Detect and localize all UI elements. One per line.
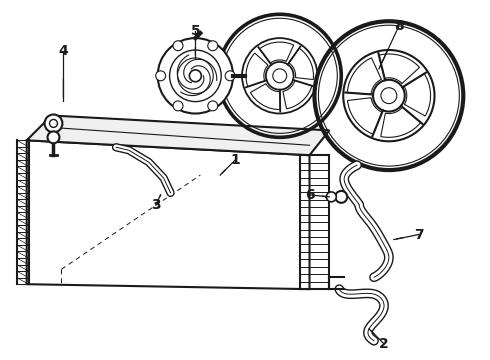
- Circle shape: [335, 191, 347, 203]
- Circle shape: [156, 71, 166, 81]
- Circle shape: [208, 101, 218, 111]
- Circle shape: [266, 62, 294, 90]
- Circle shape: [158, 38, 233, 113]
- Circle shape: [225, 71, 235, 81]
- Text: 5: 5: [191, 24, 200, 38]
- Circle shape: [173, 101, 183, 111]
- Text: 8: 8: [394, 19, 404, 33]
- Text: 1: 1: [230, 153, 240, 167]
- Circle shape: [45, 114, 62, 132]
- Polygon shape: [26, 116, 329, 155]
- Circle shape: [381, 88, 397, 104]
- Circle shape: [48, 131, 59, 143]
- Circle shape: [49, 120, 57, 127]
- Circle shape: [173, 41, 183, 51]
- Circle shape: [326, 192, 336, 202]
- Text: 7: 7: [414, 228, 423, 242]
- Circle shape: [190, 70, 201, 82]
- Text: 4: 4: [58, 44, 68, 58]
- Circle shape: [373, 80, 405, 112]
- Text: 6: 6: [305, 188, 314, 202]
- Polygon shape: [26, 140, 310, 289]
- Circle shape: [273, 69, 287, 83]
- Circle shape: [208, 41, 218, 51]
- Text: 3: 3: [151, 198, 161, 212]
- Text: 2: 2: [379, 337, 389, 351]
